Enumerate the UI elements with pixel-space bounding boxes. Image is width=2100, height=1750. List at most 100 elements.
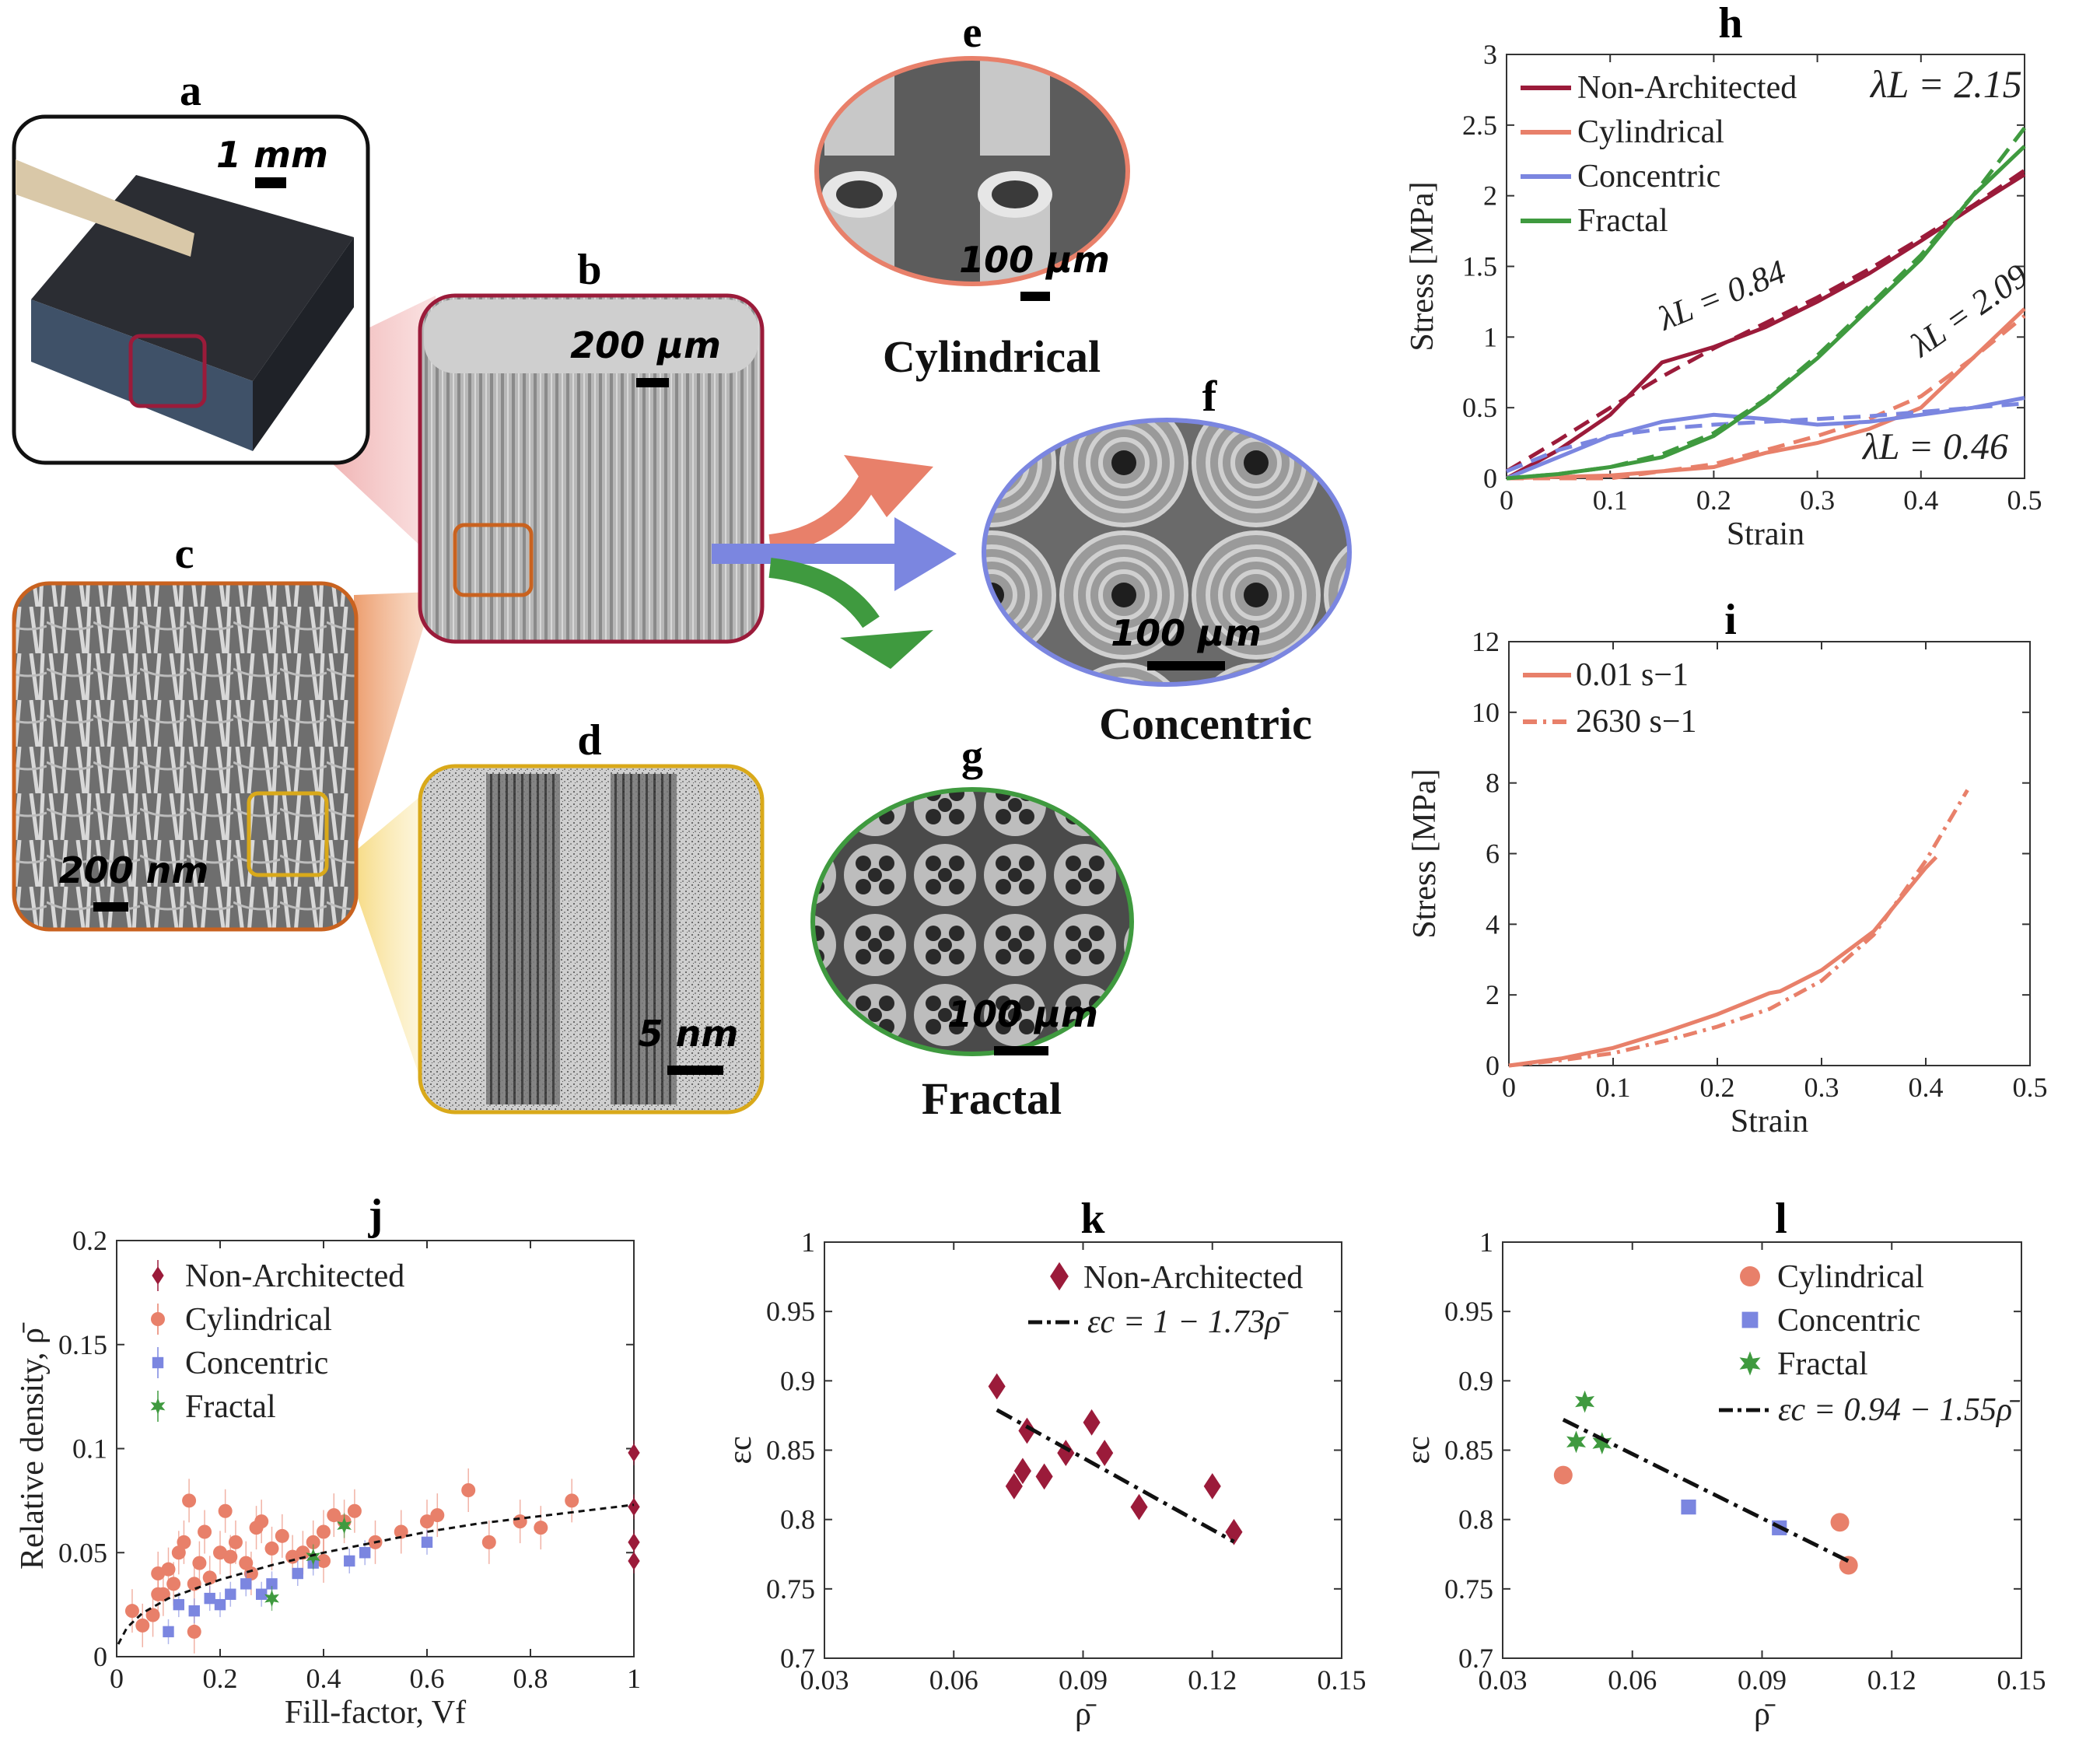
legend-fit-label: εc = 0.94 − 1.55ρ̄ bbox=[1778, 1392, 2021, 1428]
y-tick-label: 0.05 bbox=[58, 1537, 107, 1568]
legend-marker-fra bbox=[150, 1398, 166, 1415]
data-point-fra bbox=[1592, 1432, 1612, 1454]
data-point-cyl bbox=[135, 1618, 150, 1633]
legend-marker-non bbox=[152, 1266, 164, 1285]
x-tick-label: 0 bbox=[110, 1663, 124, 1694]
data-point-con bbox=[421, 1536, 433, 1549]
y-axis-label: Stress [MPa] bbox=[1405, 181, 1440, 351]
data-point-con bbox=[188, 1605, 200, 1617]
data-point-cyl bbox=[347, 1503, 362, 1518]
data-point-cyl bbox=[182, 1493, 197, 1508]
data-point-cyl bbox=[198, 1524, 212, 1539]
fit-annotation-con: λL = 0.46 bbox=[1861, 426, 2008, 467]
series-line-solid bbox=[1508, 856, 1938, 1068]
x-tick-label: 0.03 bbox=[800, 1664, 849, 1696]
data-point-con bbox=[214, 1598, 226, 1611]
x-tick-label: 1 bbox=[627, 1663, 641, 1694]
tem-wall-right bbox=[611, 774, 677, 1104]
data-point-cyl bbox=[317, 1524, 331, 1539]
panel-c: c 200 nm bbox=[12, 530, 359, 932]
data-point-cyl bbox=[296, 1545, 310, 1560]
x-tick-label: 0.15 bbox=[1318, 1664, 1367, 1696]
y-tick-label: 0.75 bbox=[766, 1573, 815, 1605]
x-tick-label: 0 bbox=[1502, 1072, 1516, 1103]
x-tick-label: 0.2 bbox=[203, 1663, 238, 1694]
scale-label-d: 5 nm bbox=[639, 1013, 739, 1055]
legend-entry-fra: Fractal bbox=[1577, 203, 1668, 239]
panel-label-k: k bbox=[1080, 1195, 1105, 1243]
data-point-con bbox=[163, 1626, 174, 1638]
data-point-con bbox=[292, 1567, 303, 1580]
panel-f: f 100 μm Concentric bbox=[982, 373, 1352, 749]
y-tick-label: 0.8 bbox=[780, 1504, 815, 1535]
caption-fractal: Fractal bbox=[922, 1073, 1062, 1124]
x-tick-label: 0.12 bbox=[1188, 1664, 1237, 1696]
scale-label-b: 200 μm bbox=[570, 324, 721, 366]
data-point-fra bbox=[337, 1517, 352, 1535]
data-point-non bbox=[1130, 1493, 1148, 1521]
y-tick-label: 0 bbox=[1483, 463, 1497, 494]
chart-l: 0.03 0.06 0.09 0.12 0.15 0.7 0.75 0.8 0.85 0.9 0.9… bbox=[1401, 1227, 2046, 1732]
series-line-con bbox=[1506, 396, 2025, 481]
legend-marker-non bbox=[1050, 1262, 1069, 1291]
panel-label-l: l bbox=[1775, 1195, 1787, 1243]
data-point-fra bbox=[264, 1590, 279, 1607]
data-point-con bbox=[1681, 1500, 1696, 1515]
x-tick-label: 0.4 bbox=[306, 1663, 341, 1694]
x-axis-label: Strain bbox=[1731, 1104, 1808, 1139]
panel-label-g: g bbox=[961, 732, 983, 780]
sem-image-c bbox=[12, 581, 359, 932]
panel-e: e 100 μm Cylindrical bbox=[814, 9, 1130, 382]
data-point-cyl bbox=[317, 1553, 331, 1568]
y-tick-label: 8 bbox=[1486, 768, 1500, 799]
data-point-non bbox=[628, 1497, 640, 1517]
x-axis-label: Strain bbox=[1727, 516, 1804, 552]
panel-label-d: d bbox=[577, 716, 601, 765]
data-point-non bbox=[1096, 1440, 1114, 1466]
data-point-non bbox=[1083, 1409, 1101, 1436]
scale-bar-g bbox=[994, 1046, 1048, 1055]
legend-entry-dashed: 2630 s−1 bbox=[1576, 704, 1697, 740]
panel-label-a: a bbox=[180, 67, 201, 115]
x-tick-label: 0.4 bbox=[1903, 485, 1938, 516]
y-tick-label: 0.7 bbox=[780, 1643, 815, 1674]
y-tick-label: 10 bbox=[1472, 697, 1500, 728]
data-point-cyl bbox=[481, 1535, 496, 1549]
x-axis-label: ρ̄ bbox=[1075, 1696, 1097, 1732]
y-tick-label: 12 bbox=[1472, 626, 1500, 657]
data-point-cyl bbox=[161, 1562, 176, 1577]
fit-line-cyl bbox=[1507, 314, 2026, 481]
y-tick-label: 0.85 bbox=[1444, 1435, 1493, 1466]
x-tick-label: 0.8 bbox=[513, 1663, 548, 1694]
tem-image-d bbox=[418, 764, 765, 1115]
x-tick-label: 0.03 bbox=[1479, 1664, 1528, 1696]
data-point-con bbox=[225, 1588, 236, 1600]
data-point-cyl bbox=[306, 1535, 320, 1549]
legend-entry-con: Concentric bbox=[185, 1346, 328, 1381]
legend-marker-con bbox=[152, 1356, 164, 1369]
x-tick-label: 0.1 bbox=[1593, 485, 1628, 516]
sem-image-f bbox=[982, 418, 1352, 687]
power-fit-line bbox=[117, 1503, 635, 1645]
panel-d: d 5 nm bbox=[418, 716, 765, 1115]
data-point-cyl bbox=[243, 1566, 258, 1580]
y-tick-label: 0.95 bbox=[766, 1296, 815, 1327]
x-tick-label: 0.4 bbox=[1909, 1072, 1944, 1103]
data-point-con bbox=[359, 1547, 371, 1559]
x-axis-label: Fill-factor, Vf bbox=[285, 1695, 466, 1731]
scale-label-f: 100 μm bbox=[1111, 612, 1262, 654]
y-tick-label: 0.9 bbox=[780, 1365, 815, 1396]
data-point-cyl bbox=[430, 1508, 445, 1523]
panel-label-b: b bbox=[577, 246, 601, 294]
sem-image-b bbox=[418, 293, 765, 644]
linear-fit-line bbox=[996, 1408, 1235, 1544]
x-tick-label: 0.3 bbox=[1804, 1072, 1839, 1103]
chart-i: 0 0.1 0.2 0.3 0.4 0.5 0 2 4 6 8 10 12 Strain Stress [M… bbox=[1407, 626, 2048, 1139]
panel-label-i: i bbox=[1724, 596, 1737, 644]
data-point-cyl bbox=[1830, 1513, 1850, 1532]
scale-label-g: 100 μm bbox=[947, 993, 1098, 1035]
legend-fit-label: εc = 1 − 1.73ρ̄ bbox=[1087, 1304, 1290, 1340]
legend-marker-cyl bbox=[1740, 1266, 1760, 1286]
panel-label-h: h bbox=[1718, 0, 1742, 47]
sem-image-b-top bbox=[424, 299, 758, 373]
